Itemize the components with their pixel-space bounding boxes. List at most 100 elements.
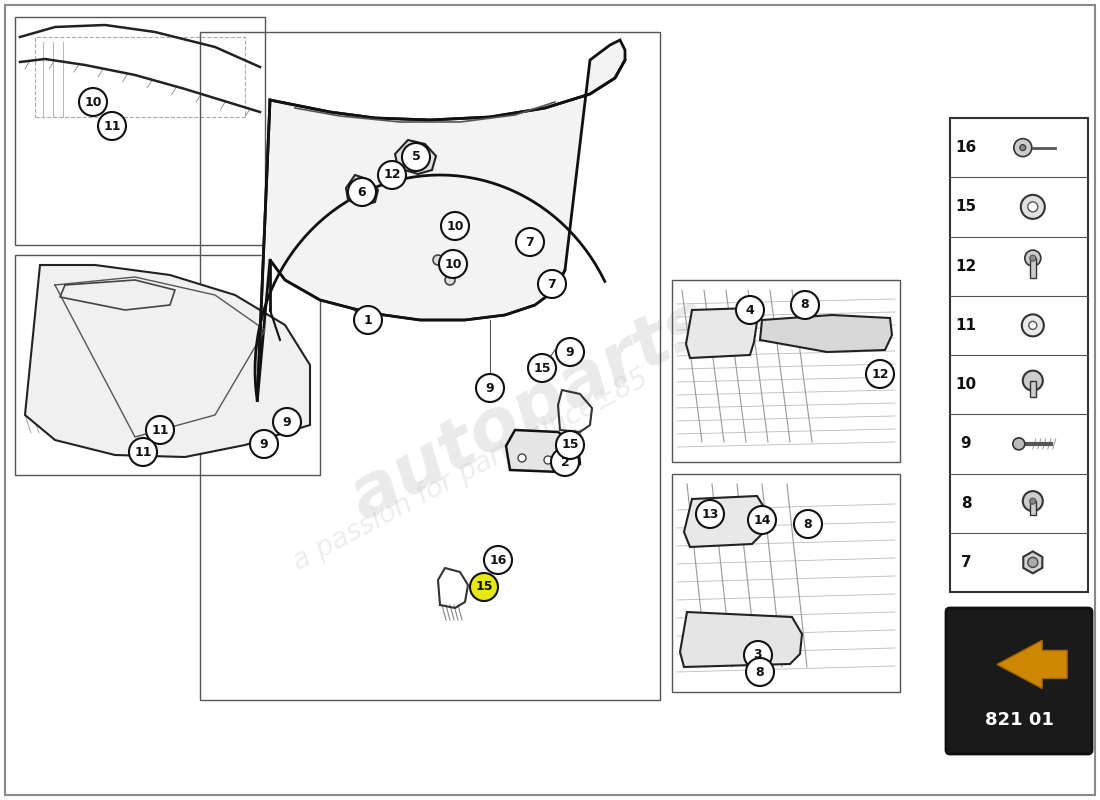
Circle shape <box>1020 145 1026 150</box>
Text: 9: 9 <box>565 346 574 358</box>
Text: 12: 12 <box>871 367 889 381</box>
Polygon shape <box>760 315 892 352</box>
Circle shape <box>378 161 406 189</box>
Text: 10: 10 <box>444 258 462 270</box>
Bar <box>672 280 900 462</box>
Circle shape <box>354 306 382 334</box>
Text: 11: 11 <box>956 318 977 333</box>
Text: 15: 15 <box>534 362 551 374</box>
Circle shape <box>870 377 880 387</box>
Circle shape <box>538 270 566 298</box>
Circle shape <box>556 338 584 366</box>
Text: 12: 12 <box>956 258 977 274</box>
Polygon shape <box>25 265 310 457</box>
Text: 821 01: 821 01 <box>984 710 1054 729</box>
Text: 14: 14 <box>754 514 771 526</box>
Text: 4: 4 <box>746 303 755 317</box>
Text: 1: 1 <box>364 314 373 326</box>
Polygon shape <box>684 496 767 547</box>
Circle shape <box>433 255 443 265</box>
Circle shape <box>1030 255 1036 261</box>
Polygon shape <box>257 40 625 401</box>
Text: 11: 11 <box>103 119 121 133</box>
Text: 8: 8 <box>756 666 764 678</box>
Text: 13: 13 <box>702 507 718 521</box>
Circle shape <box>551 448 579 476</box>
Text: 7: 7 <box>526 235 535 249</box>
Circle shape <box>791 291 820 319</box>
Text: 16: 16 <box>956 140 977 155</box>
Text: 12: 12 <box>383 169 400 182</box>
Circle shape <box>476 374 504 402</box>
Text: 5: 5 <box>411 150 420 163</box>
Bar <box>1030 501 1036 515</box>
Text: 8: 8 <box>804 518 812 530</box>
Bar <box>35 37 245 117</box>
Circle shape <box>748 506 775 534</box>
Text: 9: 9 <box>260 438 268 450</box>
Polygon shape <box>1023 551 1043 574</box>
Circle shape <box>696 500 724 528</box>
Circle shape <box>528 354 556 382</box>
Polygon shape <box>346 175 378 206</box>
Text: 8: 8 <box>801 298 810 311</box>
Polygon shape <box>506 430 580 472</box>
Circle shape <box>518 454 526 462</box>
Text: 6: 6 <box>358 186 366 198</box>
Bar <box>1030 381 1036 397</box>
Circle shape <box>1022 314 1044 336</box>
Circle shape <box>746 658 774 686</box>
Bar <box>15 255 320 475</box>
Circle shape <box>98 112 126 140</box>
Circle shape <box>1014 138 1032 157</box>
Circle shape <box>402 143 430 171</box>
Circle shape <box>794 510 822 538</box>
Text: 10: 10 <box>85 95 101 109</box>
Text: 11: 11 <box>152 423 168 437</box>
Circle shape <box>273 408 301 436</box>
Circle shape <box>1023 491 1043 511</box>
Polygon shape <box>686 308 757 358</box>
Text: 15: 15 <box>475 581 493 594</box>
Circle shape <box>484 546 512 574</box>
Text: 11: 11 <box>134 446 152 458</box>
Text: 10: 10 <box>956 377 977 392</box>
Circle shape <box>556 444 564 452</box>
Circle shape <box>1021 195 1045 219</box>
Polygon shape <box>680 612 802 667</box>
Bar <box>1030 258 1036 278</box>
Circle shape <box>866 360 894 388</box>
Bar <box>15 17 265 245</box>
Text: 10: 10 <box>447 219 464 233</box>
Polygon shape <box>395 140 436 174</box>
Circle shape <box>1023 370 1043 390</box>
Circle shape <box>348 178 376 206</box>
Text: 2: 2 <box>561 455 570 469</box>
Circle shape <box>129 438 157 466</box>
Polygon shape <box>997 641 1067 689</box>
Text: 16: 16 <box>490 554 507 566</box>
Text: autoparts: autoparts <box>338 286 722 534</box>
Circle shape <box>146 416 174 444</box>
Text: 9: 9 <box>283 415 292 429</box>
Circle shape <box>556 431 584 459</box>
Text: 15: 15 <box>561 438 579 451</box>
Text: a passion for parts since±85: a passion for parts since±85 <box>287 364 652 576</box>
Circle shape <box>736 296 764 324</box>
Circle shape <box>516 228 544 256</box>
Text: 7: 7 <box>548 278 557 290</box>
Text: 3: 3 <box>754 649 762 662</box>
FancyBboxPatch shape <box>946 608 1092 754</box>
Circle shape <box>441 212 469 240</box>
Bar <box>950 118 1088 592</box>
Circle shape <box>1027 558 1037 567</box>
Bar <box>200 32 660 700</box>
Text: 15: 15 <box>956 199 977 214</box>
Circle shape <box>544 456 552 464</box>
Text: 9: 9 <box>486 382 494 394</box>
Circle shape <box>1027 202 1037 212</box>
Circle shape <box>439 250 468 278</box>
Circle shape <box>1030 498 1036 504</box>
Text: 9: 9 <box>960 436 971 451</box>
Circle shape <box>446 275 455 285</box>
